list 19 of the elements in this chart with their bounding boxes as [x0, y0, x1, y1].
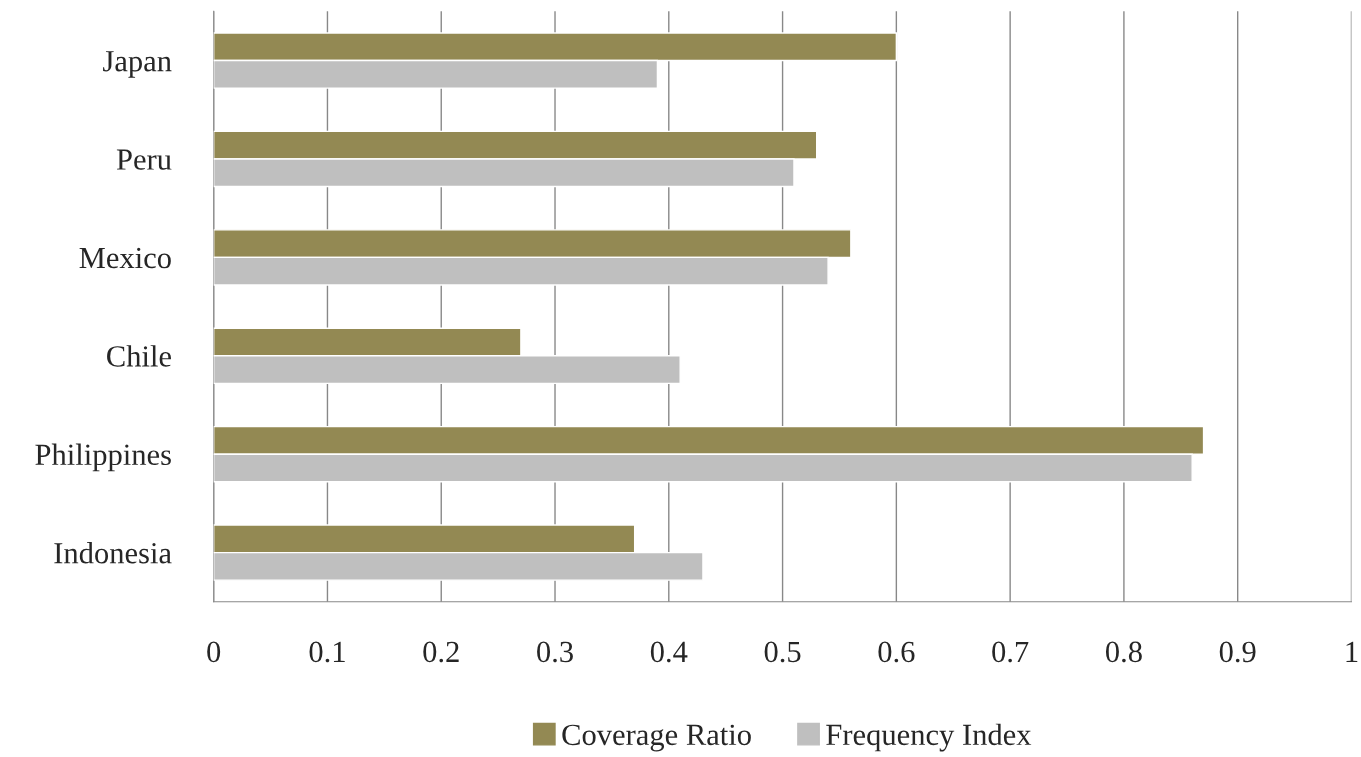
y-tick-label: Chile	[107, 345, 171, 367]
y-tick-label: Indonesia	[54, 542, 172, 564]
x-tick-label: 0.7	[992, 641, 1029, 663]
x-tick-label: 0.6	[878, 641, 915, 663]
legend-label: Frequency Index	[826, 723, 1032, 752]
x-tick-label: 0.3	[537, 641, 573, 663]
y-tick-label: Mexico	[79, 247, 171, 269]
x-tick-label: 0.9	[1219, 641, 1256, 663]
x-tick-label: 0	[207, 641, 221, 663]
x-tick-label: 0.5	[764, 641, 801, 663]
legend-label: Coverage Ratio	[562, 724, 751, 752]
x-tick-label: 0.1	[309, 641, 345, 663]
y-tick-label: Philippines	[35, 443, 171, 472]
x-tick-label: 0.8	[1105, 641, 1142, 663]
y-tick-label: Japan	[103, 51, 172, 78]
x-tick-label: 0.4	[650, 641, 688, 663]
x-tick-label: 0.2	[423, 641, 459, 663]
x-tick-label: 1	[1346, 641, 1358, 662]
y-tick-label: Peru	[116, 149, 172, 170]
